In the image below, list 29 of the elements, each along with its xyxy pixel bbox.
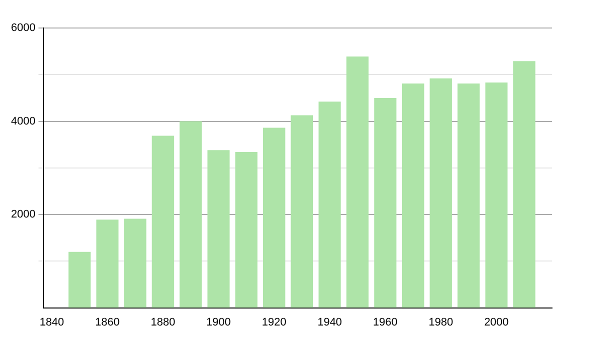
bar — [124, 218, 146, 308]
x-tick-label: 1840 — [40, 316, 64, 328]
bar — [235, 152, 258, 308]
x-tick-label: 1920 — [262, 316, 286, 328]
x-tick-label: 1860 — [95, 316, 120, 328]
x-tick-label: 1960 — [373, 316, 398, 328]
x-tick-label: 1980 — [428, 316, 454, 328]
y-tick-label: 2000 — [10, 208, 36, 221]
bar — [290, 115, 314, 308]
y-tick-label: 6000 — [10, 22, 36, 34]
bar — [96, 220, 118, 308]
bar — [374, 98, 396, 308]
bar — [346, 56, 369, 308]
bar — [513, 61, 536, 308]
bar — [402, 83, 424, 308]
bar — [263, 128, 286, 308]
bar — [180, 121, 202, 308]
x-tick-label: 1880 — [150, 316, 176, 328]
x-tick-label: 2000 — [484, 316, 509, 328]
y-tick-label: 4000 — [10, 115, 36, 128]
bar — [430, 78, 452, 308]
bar — [485, 82, 508, 308]
bar — [318, 102, 341, 308]
bar — [458, 83, 480, 308]
x-tick-label: 1940 — [317, 316, 342, 328]
x-tick-label: 1900 — [206, 316, 231, 328]
bar — [207, 150, 230, 308]
bar — [152, 136, 174, 308]
bar — [68, 252, 91, 308]
